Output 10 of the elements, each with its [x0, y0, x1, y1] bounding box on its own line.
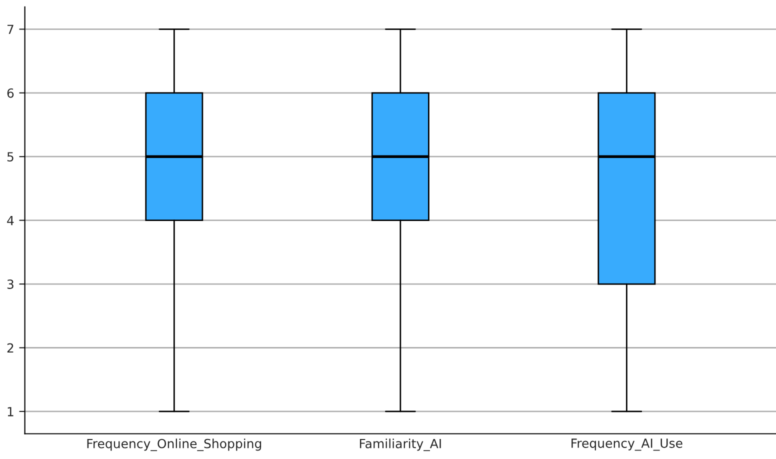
- x-tick-label: Familiarity_AI: [360, 438, 441, 452]
- y-tick-label: 1: [8, 407, 14, 416]
- x-tick-label: Frequency_AI_Use: [572, 438, 682, 451]
- x-tick-label: Frequency_Online_Shopping: [87, 438, 262, 452]
- y-tick-label: 3: [7, 280, 14, 289]
- y-tick-label: 5: [7, 152, 14, 162]
- y-tick-label: 2: [7, 343, 14, 352]
- y-tick-label: 6: [7, 88, 14, 98]
- y-tick-label: 7: [7, 24, 14, 34]
- y-tick-label: 4: [7, 216, 14, 226]
